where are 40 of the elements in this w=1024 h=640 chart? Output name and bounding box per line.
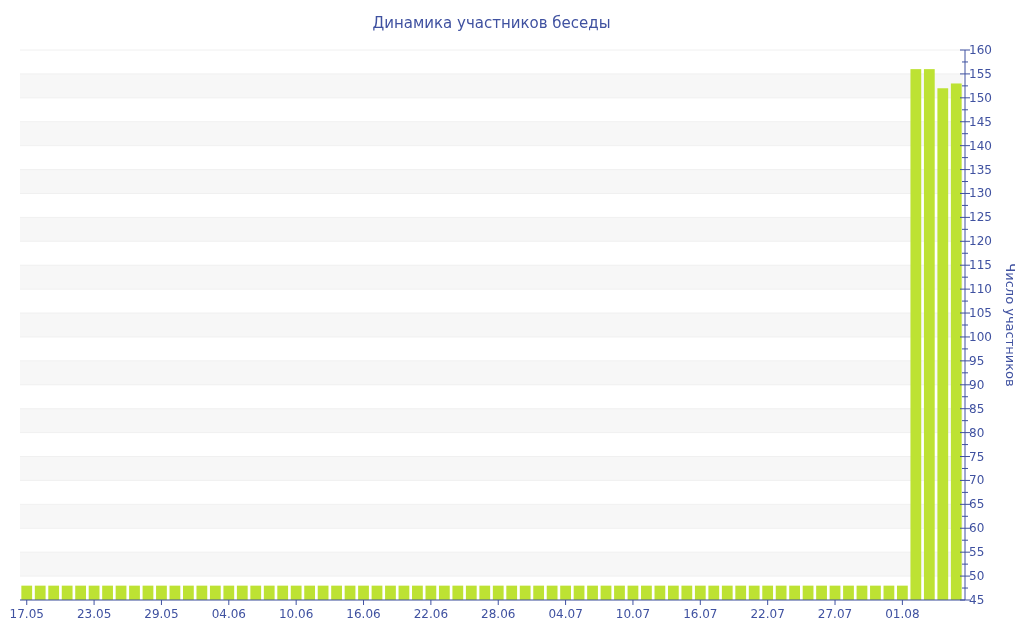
y-tick-label: 65 [969,497,985,512]
y-tick-label: 55 [969,545,985,560]
x-tick-label: 22.06 [413,607,449,621]
y-tick-label: 105 [969,306,992,321]
y-tick-label: 50 [969,569,985,584]
y-tick-label: 140 [969,138,992,153]
y-tick-label: 150 [969,90,992,105]
y-tick-label: 45 [969,593,985,607]
y-tick-label: 80 [969,425,985,440]
x-tick-label: 04.06 [211,607,246,621]
x-tick-label: 29.05 [144,607,179,621]
x-tick-label: 01.08 [885,607,920,621]
x-tick-label: 28.06 [481,607,516,621]
x-tick-label: 16.07 [683,607,718,621]
y-tick-label: 130 [969,186,992,201]
x-tick-label: 23.05 [76,607,112,621]
y-axis-title: Число участников [1003,263,1018,387]
x-tick-label: 16.06 [346,607,381,621]
y-tick-label: 145 [969,114,992,129]
x-tick-label: 22.07 [750,607,785,621]
y-tick-label: 110 [969,282,992,297]
y-tick-label: 75 [969,449,985,464]
y-tick-label: 155 [969,66,992,81]
y-tick-label: 85 [969,401,985,416]
x-tick-label: 10.06 [278,607,314,621]
y-tick-label: 115 [969,258,992,273]
x-tick-label: 10.07 [615,607,651,621]
y-tick-label: 60 [969,521,985,536]
y-tick-label: 95 [969,353,985,368]
y-tick-label: 90 [969,377,985,392]
y-tick-label: 70 [969,473,985,488]
y-tick-label: 100 [969,329,992,344]
x-tick-label: 27.07 [817,607,853,621]
x-tick-label: 17.05 [9,607,44,621]
y-tick-label: 135 [969,162,992,177]
x-tick-label: 04.07 [548,607,583,621]
chart-title: Динамика участников беседы [372,14,611,32]
y-tick-label: 160 [969,43,992,57]
y-tick-label: 125 [969,210,992,225]
y-tick-label: 120 [969,234,992,249]
